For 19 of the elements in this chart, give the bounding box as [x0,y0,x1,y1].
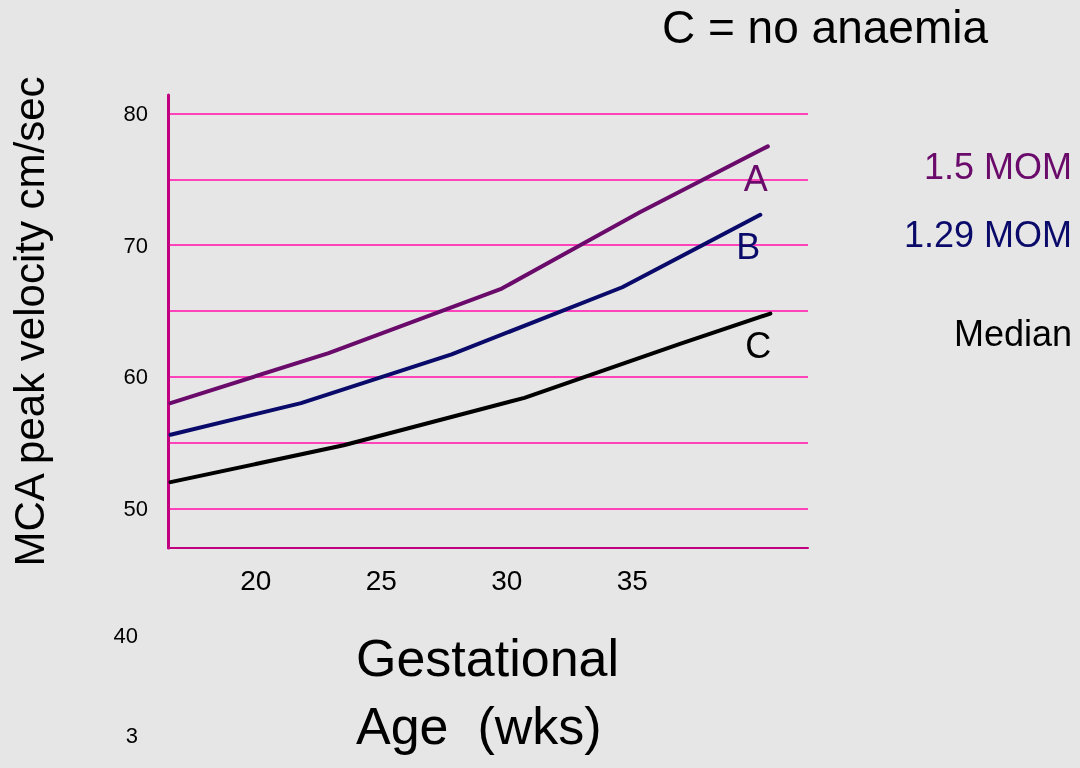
text: Median [953,313,1073,355]
y-tick-label: 80 [123,100,148,126]
y-tick-label: 70 [123,232,148,258]
y-tick-label: 50 [123,495,148,521]
line-series [168,144,770,406]
line-series [168,311,773,485]
chart-title: C = no anaemia [661,1,989,53]
x-tick-label: 20 [240,564,272,596]
text: 3 [125,722,138,748]
x-tick-label: 25 [365,564,397,596]
x-tick-label: 35 [616,564,648,596]
text: 1.29 MOM [903,214,1072,256]
text: 40 [113,622,138,648]
text: 1.5 MOM [923,145,1073,187]
y-tick-label: 60 [123,364,148,390]
x-axis-title: Gestational Age (wks) [356,629,620,755]
annotation: C [745,325,772,367]
x-tick-label: 30 [491,564,523,596]
y-axis-title: MCA peak velocity cm/sec [5,76,53,567]
